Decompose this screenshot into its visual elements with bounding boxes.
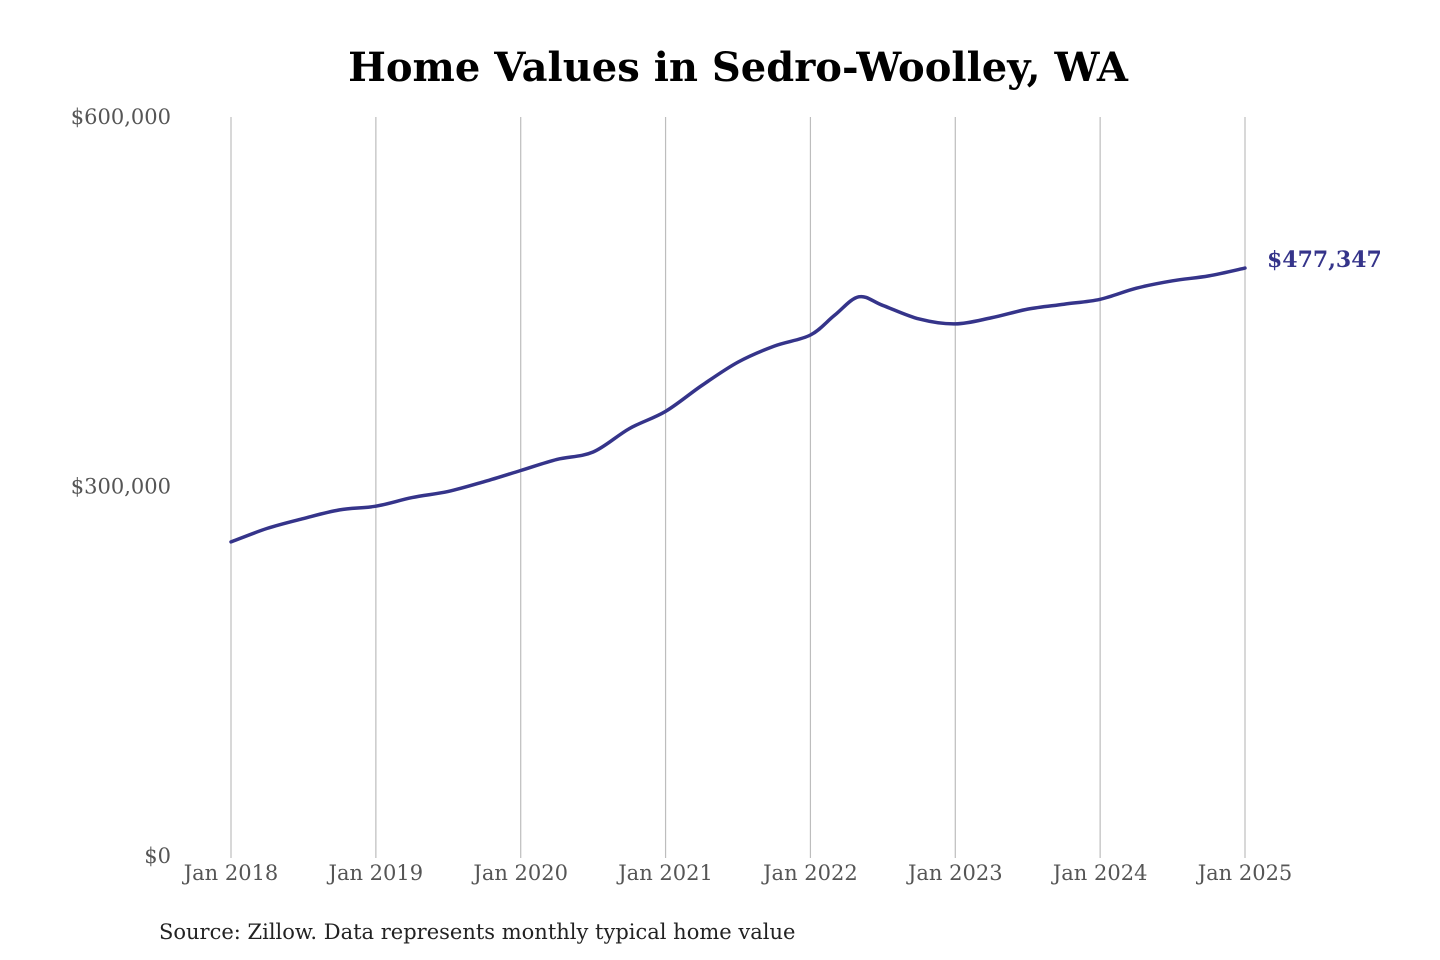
x-tick-label: Jan 2018 [182,861,279,885]
y-tick-label: $600,000 [71,105,171,129]
x-tick-label: Jan 2019 [327,861,424,885]
x-axis-ticks: Jan 2018 Jan 2019 Jan 2020 Jan 2021 Jan 2022… [182,861,1293,885]
x-tick-label: Jan 2025 [1196,861,1293,885]
chart-title: Home Values in Sedro-Woolley, WA [348,44,1129,91]
y-tick-label: $0 [144,844,171,868]
series-end-label: $477,347 [1267,247,1382,273]
y-tick-label: $300,000 [71,475,171,499]
series-line [229,266,1247,544]
x-tick-label: Jan 2022 [761,861,858,885]
x-tick-label: Jan 2024 [1051,861,1148,885]
x-tick-label: Jan 2023 [906,861,1003,885]
x-tick-label: Jan 2020 [471,861,568,885]
x-tick-label: Jan 2021 [616,861,713,885]
y-axis-ticks: $0 $300,000 $600,000 [71,105,171,868]
source-note: Source: Zillow. Data represents monthly … [159,920,795,944]
series-layer: $477,347 [229,247,1382,544]
gridlines [230,117,1246,858]
